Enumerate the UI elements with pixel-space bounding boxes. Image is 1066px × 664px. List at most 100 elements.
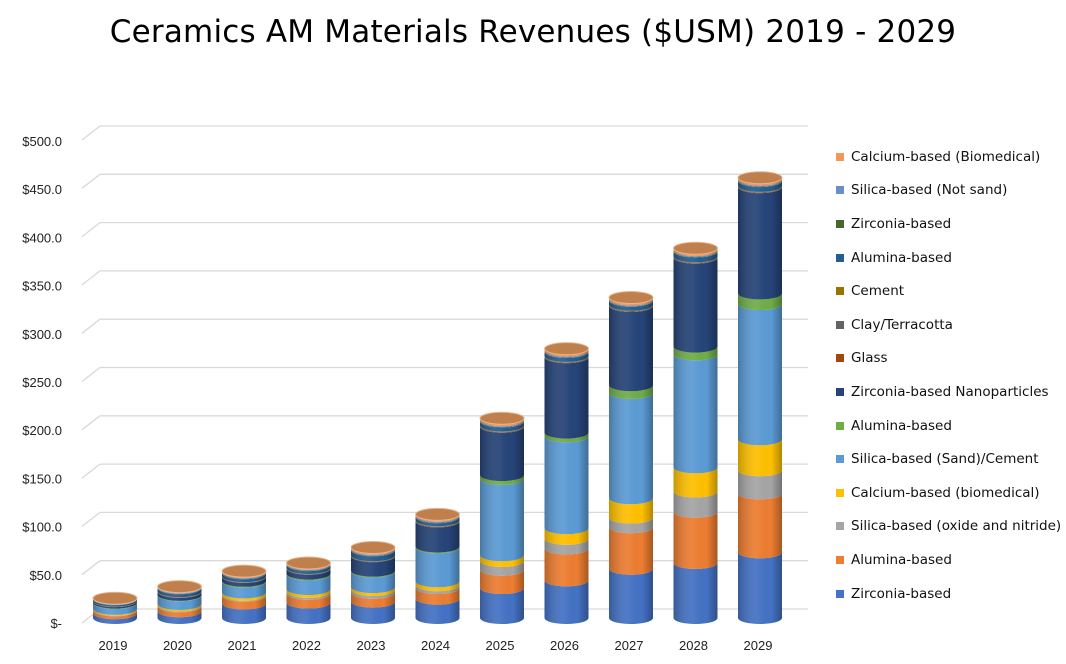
legend-item: Cement	[836, 274, 1061, 308]
bar-segment-shading	[93, 613, 137, 624]
legend-swatch	[836, 186, 844, 195]
bar-segment-shading	[738, 187, 782, 300]
bar-segment-shading	[673, 346, 718, 361]
bar-segment-shading	[222, 592, 266, 601]
legend-swatch	[836, 522, 844, 531]
legend-label: Zirconia-based	[851, 215, 952, 232]
bar-stack-2026	[544, 342, 589, 624]
bar-segment-shading	[673, 354, 718, 474]
bar-segment-shading	[609, 517, 653, 534]
x-tick-label: 2019	[99, 638, 128, 653]
bar-segment-shading	[286, 565, 331, 574]
x-tick-label: 2021	[228, 638, 257, 653]
bar-segment-shading	[415, 546, 460, 554]
y-tick-label: $200.0	[22, 423, 62, 438]
bar-segment-shading	[544, 357, 589, 439]
bar-segment-shading	[738, 181, 782, 192]
bar-segment-shading	[157, 595, 202, 610]
bar-segment-shading	[351, 571, 395, 594]
bar-stack-2024	[415, 507, 460, 624]
bar-segment-shading	[609, 385, 653, 399]
bar-segment-shading	[286, 591, 331, 600]
bar-segment-shading	[415, 585, 460, 595]
bar-stack-2027	[608, 290, 654, 624]
legend-item: Alumina-based	[836, 409, 1061, 443]
bar-segment-shading	[286, 589, 331, 598]
bar-segment-shading	[609, 300, 653, 311]
legend-item: Calcium-based (Biomedical)	[836, 140, 1061, 174]
bar-stack-2021	[221, 564, 267, 624]
bar-segment-shading	[738, 439, 782, 477]
bar-segment-shading	[157, 591, 202, 601]
legend-label: Zirconia-based	[851, 585, 952, 602]
legend-swatch	[836, 219, 844, 228]
bar-segment-shading	[286, 602, 331, 624]
x-tick-label: 2022	[292, 638, 321, 653]
bar-segment-shading	[609, 527, 653, 575]
bar-segment-shading	[738, 470, 782, 500]
bar-segment-shading	[415, 581, 460, 592]
bar-top-cap	[544, 342, 589, 356]
bar-segment-shading	[673, 562, 718, 624]
y-tick-label: $450.0	[22, 182, 62, 197]
y-tick-label: $500.0	[22, 134, 62, 149]
legend-swatch	[836, 253, 844, 262]
bar-segment-shading	[544, 538, 589, 555]
bar-segment-shading	[93, 601, 137, 609]
bar-segment-shading	[415, 515, 460, 523]
legend-swatch	[836, 589, 844, 598]
bar-segment-shading	[157, 605, 202, 613]
bar-segment-shading	[673, 248, 718, 257]
y-tick-label: $350.0	[22, 279, 62, 294]
legend-label: Calcium-based (Biomedical)	[851, 148, 1041, 165]
bar-segment-shading	[286, 568, 331, 580]
bar-segment-shading	[480, 421, 524, 432]
gridline-depth	[81, 270, 101, 286]
bar-segment-shading	[544, 548, 589, 587]
bar-segment-shading	[738, 179, 782, 187]
bar-segment-shading	[738, 293, 782, 311]
x-tick-label: 2020	[163, 638, 192, 653]
legend-swatch	[836, 152, 844, 161]
legend-item: Silica-based (Not sand)	[836, 174, 1061, 208]
bar-segment-shading	[222, 581, 266, 599]
legend-swatch	[836, 555, 844, 564]
bar-segment-shading	[222, 576, 266, 587]
bar-segment-shading	[480, 555, 524, 568]
x-tick-label: 2027	[615, 638, 644, 653]
legend-item: Clay/Terracotta	[836, 308, 1061, 342]
bar-segment-shading	[351, 548, 395, 556]
legend-item: Silica-based (Sand)/Cement	[836, 442, 1061, 476]
bar-segment-shading	[544, 528, 589, 545]
x-tick-label: 2023	[357, 638, 386, 653]
bar-segment-shading	[351, 601, 395, 624]
bar-segment-shading	[544, 436, 589, 535]
y-tick-label: $150.0	[22, 471, 62, 486]
bar-segment-shading	[480, 418, 524, 427]
legend-swatch	[836, 354, 844, 363]
bar-segment-shading	[544, 348, 589, 357]
gridline-depth	[81, 173, 101, 189]
bar-segment-shading	[609, 568, 653, 624]
bar-stack-2028	[673, 241, 718, 624]
legend-swatch	[836, 488, 844, 497]
bar-segment-shading	[415, 598, 460, 624]
bar-segment-shading	[415, 547, 460, 588]
y-tick-label: $-	[50, 616, 62, 631]
bar-segment-shading	[157, 606, 202, 618]
legend-label: Glass	[851, 350, 888, 367]
bar-top-cap	[92, 591, 138, 605]
bar-segment-shading	[415, 521, 460, 553]
bar-segment-shading	[157, 603, 202, 612]
legend-label: Silica-based (Not sand)	[851, 182, 1008, 199]
bar-stack-2020	[157, 580, 202, 624]
legend-item: Zirconia-based	[836, 577, 1061, 611]
gridline-depth	[81, 415, 101, 431]
legend-swatch	[836, 387, 844, 396]
bar-segment-shading	[286, 593, 331, 609]
x-tick-label: 2025	[486, 638, 515, 653]
legend-label: Alumina-based	[851, 417, 952, 434]
bar-top-cap	[157, 580, 202, 594]
legend-label: Zirconia-based Nanoparticles	[851, 383, 1049, 400]
bar-stack-2022	[286, 556, 331, 624]
